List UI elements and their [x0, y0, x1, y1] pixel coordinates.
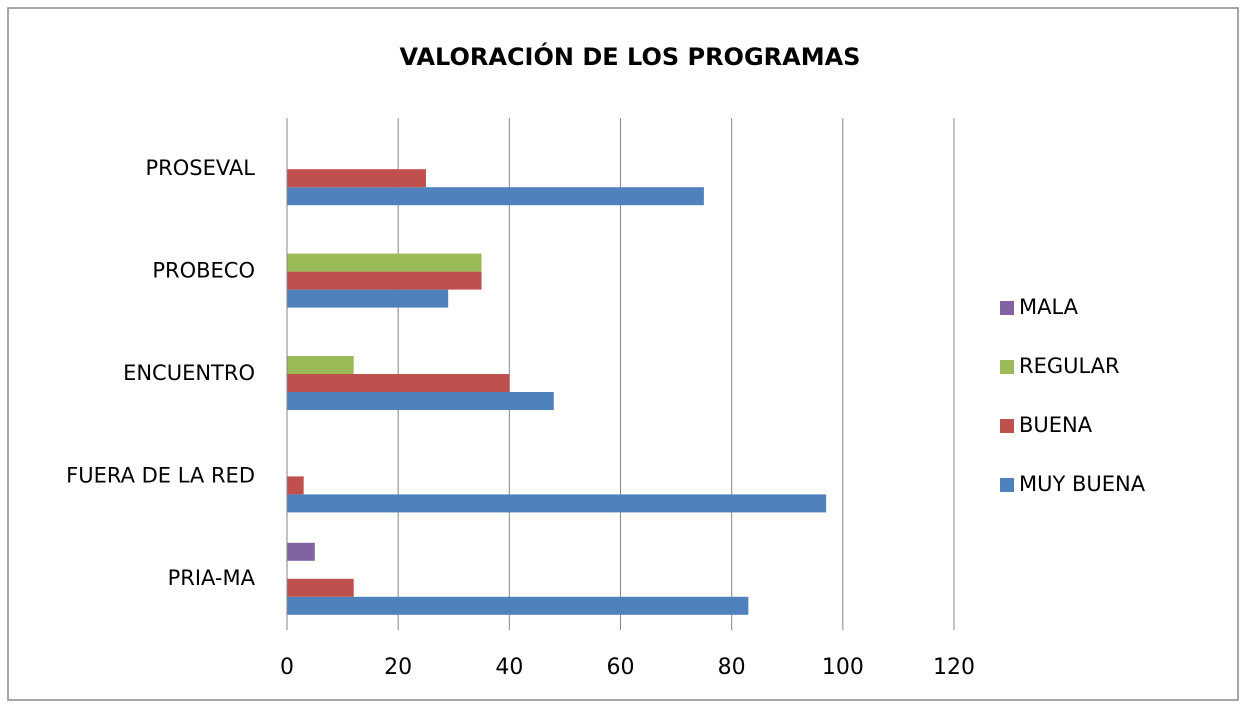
- bar: [287, 578, 354, 597]
- legend-label: BUENA: [1019, 413, 1093, 437]
- bar: [287, 374, 510, 392]
- legend-label: MALA: [1019, 295, 1079, 319]
- y-tick-label: ENCUENTRO: [123, 361, 255, 385]
- bar: [287, 187, 704, 206]
- y-tick-label: PROBECO: [152, 259, 255, 283]
- legend-label: MUY BUENA: [1019, 472, 1146, 496]
- bar: [287, 596, 749, 615]
- bar: [287, 476, 304, 495]
- x-tick-label: 20: [384, 655, 412, 680]
- chart-title: VALORACIÓN DE LOS PROGRAMAS: [400, 41, 861, 71]
- legend-label: REGULAR: [1019, 354, 1120, 378]
- bar: [287, 392, 554, 410]
- x-tick-label: 0: [280, 655, 294, 680]
- bar: [287, 542, 315, 561]
- chart-border: [7, 7, 1239, 701]
- bar: [287, 289, 449, 308]
- y-tick-label: PROSEVAL: [146, 156, 256, 180]
- legend-swatch: [1000, 419, 1014, 433]
- y-tick-label: PRIA-MA: [168, 566, 256, 590]
- bar: [287, 271, 482, 290]
- y-tick-label: FUERA DE LA RED: [66, 463, 255, 487]
- x-tick-label: 80: [718, 655, 746, 680]
- legend-swatch: [1000, 360, 1014, 374]
- x-tick-label: 120: [933, 655, 975, 680]
- bar: [287, 169, 426, 188]
- legend-swatch: [1000, 478, 1014, 492]
- bar: [287, 494, 827, 513]
- x-tick-label: 40: [495, 655, 523, 680]
- bar: [287, 253, 482, 272]
- x-tick-label: 100: [822, 655, 864, 680]
- bar: [287, 356, 354, 374]
- legend-swatch: [1000, 301, 1014, 315]
- x-tick-label: 60: [607, 655, 635, 680]
